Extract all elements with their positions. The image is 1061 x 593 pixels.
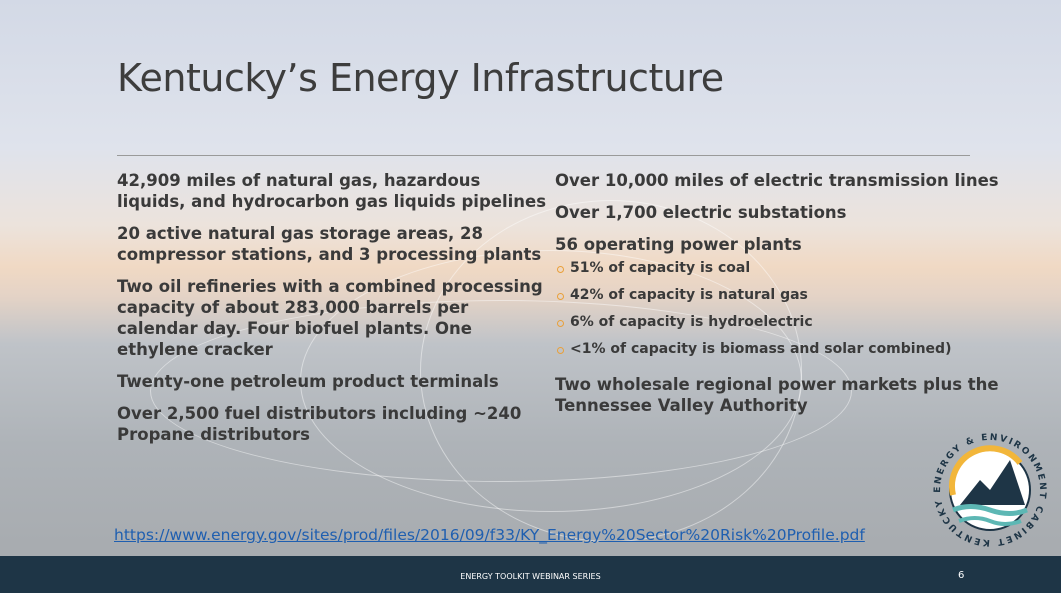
bullet-item: Two wholesale regional power markets plu…: [555, 375, 999, 415]
bullet-item: Over 10,000 miles of electric transmissi…: [555, 171, 999, 190]
page-number: 6: [958, 570, 965, 581]
footer: ENERGY TOOLKIT WEBINAR SERIES 6: [0, 556, 1061, 593]
sub-bullet: 42% of capacity is natural gas: [555, 282, 1005, 309]
bullet-group: Over 1,700 electric substations: [555, 202, 1005, 223]
bullet-item: Over 1,700 electric substations: [555, 203, 847, 222]
footer-text: ENERGY TOOLKIT WEBINAR SERIES: [460, 572, 601, 581]
left-column: 42,909 miles of natural gas, hazardous l…: [117, 170, 547, 456]
bullet-group: 56 operating power plants 51% of capacity…: [555, 234, 1005, 363]
slide-title: Kentucky’s Energy Infrastructure: [117, 56, 724, 100]
decor: [150, 300, 852, 482]
bullet-item: Two oil refineries with a combined proce…: [117, 277, 543, 359]
source-link[interactable]: https://www.energy.gov/sites/prod/files/…: [114, 526, 865, 544]
bullet-item: 20 active natural gas storage areas, 28 …: [117, 224, 542, 264]
bullet-item: Twenty-one petroleum product terminals: [117, 372, 499, 391]
bullet-item: 56 operating power plants: [555, 235, 802, 254]
sub-bullet: 51% of capacity is coal: [555, 255, 1005, 282]
bullet-item: Over 2,500 fuel distributors including ~…: [117, 404, 522, 444]
right-column: Over 10,000 miles of electric transmissi…: [555, 170, 1005, 427]
bullet-item: 42,909 miles of natural gas, hazardous l…: [117, 171, 547, 211]
divider: [117, 155, 970, 156]
bullet-group: Over 10,000 miles of electric transmissi…: [555, 170, 1005, 191]
bullet-group: Two wholesale regional power markets plu…: [555, 374, 1005, 416]
sub-bullet: 6% of capacity is hydroelectric: [555, 309, 1005, 336]
logo: KENTUCKY ENERGY & ENVIRONMENT CABINET: [933, 433, 1045, 547]
sub-bullet: <1% of capacity is biomass and solar com…: [555, 336, 1005, 363]
